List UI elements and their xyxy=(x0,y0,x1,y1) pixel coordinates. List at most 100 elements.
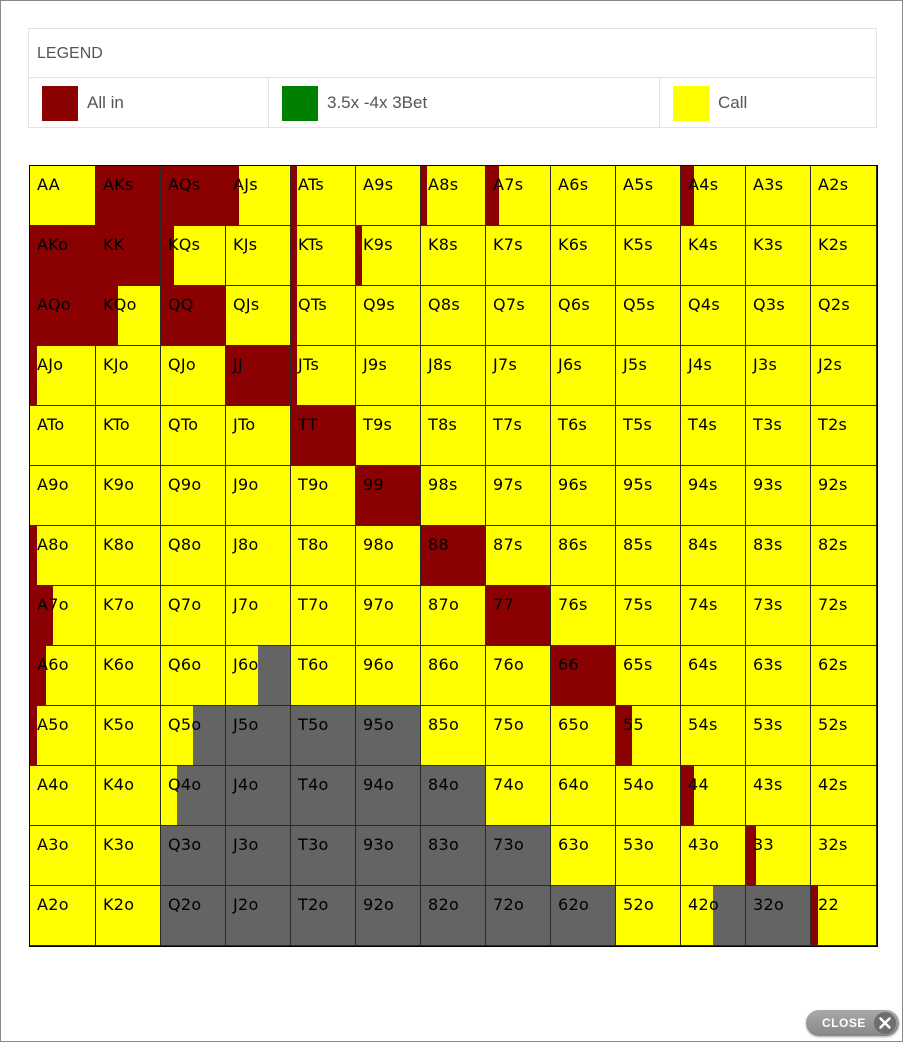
hand-label: 43o xyxy=(688,835,720,854)
hand-cell: T3s xyxy=(746,406,811,466)
hand-cell: J4s xyxy=(681,346,746,406)
hand-cell: Q7s xyxy=(486,286,551,346)
hand-action-call xyxy=(421,406,485,465)
hand-cell: T4s xyxy=(681,406,746,466)
hand-cell: Q9s xyxy=(356,286,421,346)
hand-cell: K6s xyxy=(551,226,616,286)
hand-label: 77 xyxy=(493,595,514,614)
hand-action-call xyxy=(30,466,95,525)
hand-label: J4s xyxy=(688,355,713,374)
hand-label: J5s xyxy=(623,355,648,374)
hand-action-call xyxy=(746,646,810,705)
hand-action-call xyxy=(96,766,160,825)
hand-action-fold xyxy=(161,826,225,885)
hand-label: T5s xyxy=(623,415,653,434)
hand-cell: 64s xyxy=(681,646,746,706)
hand-cell: J9o xyxy=(226,466,291,526)
hand-label: A5o xyxy=(37,715,69,734)
hand-cell: 52s xyxy=(811,706,877,766)
hand-action-call xyxy=(226,226,290,285)
hand-label: T7o xyxy=(298,595,329,614)
hand-action-call xyxy=(551,766,615,825)
hand-label: 72s xyxy=(818,595,848,614)
hand-cell: 66 xyxy=(551,646,616,706)
hand-cell: Q4s xyxy=(681,286,746,346)
hand-cell: A3o xyxy=(30,826,96,886)
hand-label: T7s xyxy=(493,415,523,434)
hand-action-call xyxy=(362,226,420,285)
hand-action-fold xyxy=(713,886,745,945)
hand-action-call xyxy=(356,646,420,705)
hand-label: QQ xyxy=(168,295,194,314)
hand-label: AJo xyxy=(37,355,64,374)
hand-action-allin xyxy=(30,226,95,285)
hand-action-call xyxy=(161,766,177,825)
hand-action-call xyxy=(616,526,680,585)
hand-cell: A6o xyxy=(30,646,96,706)
hand-label: K2o xyxy=(103,895,135,914)
hand-action-allin xyxy=(486,166,499,225)
hand-label: KJo xyxy=(103,355,129,374)
hand-cell: T9o xyxy=(291,466,356,526)
hand-label: J5o xyxy=(233,715,259,734)
hand-action-call xyxy=(421,286,485,345)
hand-action-call xyxy=(356,166,420,225)
hand-label: A7s xyxy=(493,175,524,194)
hand-action-allin xyxy=(356,226,362,285)
hand-label: K5s xyxy=(623,235,653,254)
hand-label: Q3o xyxy=(168,835,202,854)
hand-cell: Q2o xyxy=(161,886,226,946)
hand-action-allin xyxy=(291,346,297,405)
hand-action-allin xyxy=(291,166,297,225)
hand-action-call xyxy=(226,466,290,525)
hand-cell: 53s xyxy=(746,706,811,766)
hand-cell: 93s xyxy=(746,466,811,526)
hand-label: 63o xyxy=(558,835,590,854)
hand-label: 65o xyxy=(558,715,590,734)
close-button[interactable]: CLOSE xyxy=(806,1010,899,1036)
hand-action-allin xyxy=(746,826,756,885)
hand-label: 65s xyxy=(623,655,653,674)
hand-cell: K8s xyxy=(421,226,486,286)
hand-action-call xyxy=(746,166,810,225)
hand-cell: 87o xyxy=(421,586,486,646)
legend-item-3bet: 3.5x -4x 3Bet xyxy=(269,78,660,128)
hand-action-allin xyxy=(681,766,694,825)
hand-label: T8s xyxy=(428,415,458,434)
hand-action-allin xyxy=(30,586,53,645)
legend-swatch-3bet xyxy=(282,85,318,121)
hand-cell: 33 xyxy=(746,826,811,886)
hand-cell: 22 xyxy=(811,886,877,946)
hand-action-call xyxy=(297,346,355,405)
hand-action-call xyxy=(96,526,160,585)
hand-cell: J4o xyxy=(226,766,291,826)
hand-action-call xyxy=(746,466,810,525)
hand-cell: 96s xyxy=(551,466,616,526)
hand-label: ATs xyxy=(298,175,325,194)
hand-cell: A8o xyxy=(30,526,96,586)
hand-label: A4o xyxy=(37,775,69,794)
hand-cell: T2s xyxy=(811,406,877,466)
hand-label: A6s xyxy=(558,175,589,194)
hand-cell: A8s xyxy=(421,166,486,226)
hand-action-fold xyxy=(226,766,290,825)
hand-label: Q3s xyxy=(753,295,786,314)
hand-cell: 83s xyxy=(746,526,811,586)
hand-label: KTs xyxy=(298,235,324,254)
hand-label: 82o xyxy=(428,895,460,914)
hand-cell: K3s xyxy=(746,226,811,286)
hand-label: 75s xyxy=(623,595,653,614)
hand-label: 99 xyxy=(363,475,384,494)
hand-action-call xyxy=(161,706,193,765)
hand-label: Q2s xyxy=(818,295,851,314)
hand-action-call xyxy=(486,706,550,765)
hand-label: T3o xyxy=(298,835,329,854)
hand-action-call xyxy=(53,586,95,645)
hand-action-call xyxy=(161,586,225,645)
hand-label: 92o xyxy=(363,895,395,914)
hand-cell: AKo xyxy=(30,226,96,286)
hand-label: T2s xyxy=(818,415,848,434)
hand-action-call xyxy=(30,826,95,885)
hand-action-call xyxy=(96,346,160,405)
hand-action-call xyxy=(746,526,810,585)
